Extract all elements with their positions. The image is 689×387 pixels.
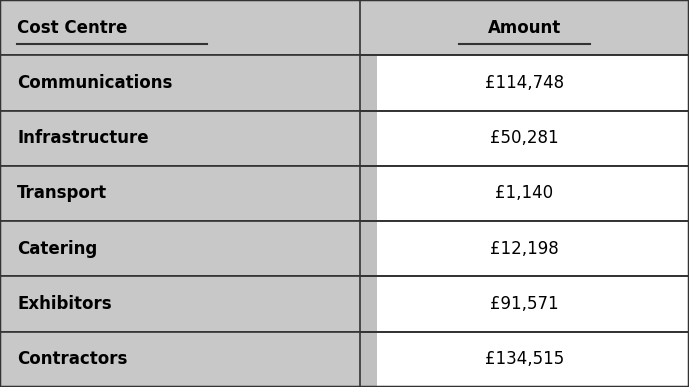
Bar (377, 55, 689, 111)
Text: Cost Centre: Cost Centre (17, 19, 127, 37)
Text: Exhibitors: Exhibitors (17, 295, 112, 313)
Bar (0, 166, 689, 221)
Bar (360, 332, 377, 387)
Bar (0, 166, 360, 221)
Bar (0, 332, 360, 387)
Text: Contractors: Contractors (17, 350, 127, 368)
Bar (0, 221, 360, 276)
Bar (0, 221, 689, 276)
Bar (360, 0, 689, 55)
Text: Infrastructure: Infrastructure (17, 129, 149, 147)
Bar (0, 332, 689, 387)
Bar (360, 111, 377, 166)
Bar (0, 0, 360, 55)
Bar (360, 166, 377, 221)
Text: £1,140: £1,140 (495, 185, 553, 202)
Bar (377, 166, 689, 221)
Bar (360, 276, 689, 332)
Text: £134,515: £134,515 (484, 350, 564, 368)
Bar (360, 111, 689, 166)
Bar (0, 111, 360, 166)
Bar (0, 111, 689, 166)
Bar (0, 55, 689, 111)
Bar (360, 55, 377, 111)
Bar (360, 0, 689, 55)
Bar (360, 221, 377, 276)
Bar (360, 55, 689, 111)
Text: Catering: Catering (17, 240, 97, 258)
Bar (0, 55, 360, 111)
Text: Amount: Amount (488, 19, 561, 37)
Text: £91,571: £91,571 (490, 295, 559, 313)
Bar (0, 276, 689, 332)
Text: £12,198: £12,198 (490, 240, 559, 258)
Bar (360, 332, 689, 387)
Bar (0, 276, 360, 332)
Text: Communications: Communications (17, 74, 173, 92)
Bar (377, 332, 689, 387)
Text: £114,748: £114,748 (485, 74, 564, 92)
Bar (360, 166, 689, 221)
Bar (377, 111, 689, 166)
Bar (0, 0, 689, 55)
Text: £50,281: £50,281 (490, 129, 559, 147)
Bar (377, 221, 689, 276)
Bar (360, 221, 689, 276)
Bar (377, 276, 689, 332)
Bar (360, 276, 377, 332)
Text: Transport: Transport (17, 185, 107, 202)
